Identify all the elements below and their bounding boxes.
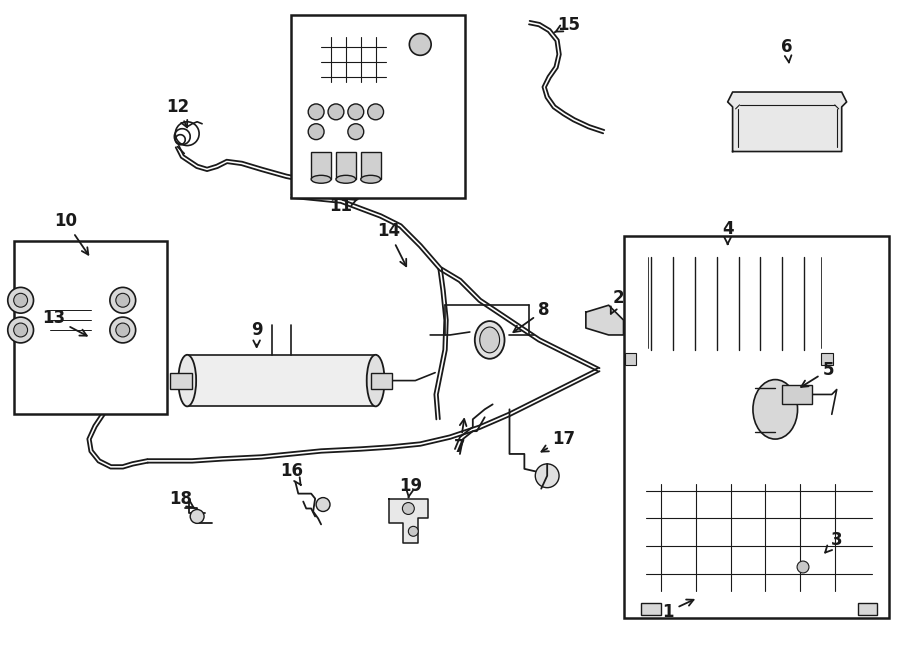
Polygon shape [391,32,430,82]
Text: 1: 1 [662,600,694,621]
Circle shape [8,317,33,343]
Text: 11: 11 [329,197,358,215]
Text: 14: 14 [377,222,406,266]
Ellipse shape [410,34,431,56]
Polygon shape [586,305,624,335]
Polygon shape [389,498,428,544]
Ellipse shape [178,355,196,406]
Circle shape [308,104,324,120]
Circle shape [536,464,559,488]
Polygon shape [728,92,847,152]
Bar [642,602,662,614]
Circle shape [409,526,419,536]
Text: 10: 10 [54,212,88,255]
Text: 13: 13 [41,309,86,336]
Circle shape [308,124,324,140]
Circle shape [110,287,136,313]
Ellipse shape [480,327,500,353]
Text: 12: 12 [166,98,189,127]
Ellipse shape [366,355,384,406]
Ellipse shape [361,175,381,183]
Bar [292,15,465,198]
Text: 2: 2 [611,289,625,314]
Ellipse shape [311,175,331,183]
Bar [311,152,331,179]
Ellipse shape [475,321,505,359]
Circle shape [348,124,364,140]
Polygon shape [636,249,832,357]
Text: 3: 3 [825,531,842,553]
Text: 5: 5 [801,361,834,387]
Bar [858,602,878,614]
Text: 16: 16 [280,462,302,485]
Ellipse shape [753,379,797,439]
Text: 4: 4 [722,220,734,244]
Circle shape [116,293,130,307]
Polygon shape [316,28,391,92]
Bar [14,241,167,414]
Text: 18: 18 [169,490,194,508]
Polygon shape [793,562,820,580]
Circle shape [368,104,383,120]
Circle shape [316,498,330,512]
Bar [336,152,356,179]
Polygon shape [187,355,375,406]
Ellipse shape [336,175,356,183]
Polygon shape [39,285,103,355]
Text: 9: 9 [251,321,263,347]
Text: 15: 15 [554,16,580,34]
Circle shape [8,287,33,313]
Circle shape [190,510,204,524]
Bar [782,385,812,404]
Bar [361,152,381,179]
Polygon shape [636,469,882,602]
Text: 8: 8 [513,301,550,332]
Bar [371,373,392,389]
Text: 17: 17 [542,430,576,451]
Circle shape [328,104,344,120]
Polygon shape [636,367,755,452]
Circle shape [797,561,809,573]
Polygon shape [306,92,391,152]
Bar [624,236,889,618]
Circle shape [348,104,364,120]
Bar [625,353,636,365]
Circle shape [14,293,28,307]
Text: 7: 7 [454,419,466,456]
Circle shape [14,323,28,337]
Text: 6: 6 [781,38,793,63]
Polygon shape [49,301,93,340]
Bar [821,353,833,365]
Circle shape [110,317,136,343]
Text: 19: 19 [399,477,422,498]
Bar [170,373,193,389]
Circle shape [116,323,130,337]
Circle shape [402,502,414,514]
